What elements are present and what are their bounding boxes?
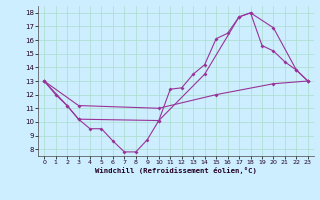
X-axis label: Windchill (Refroidissement éolien,°C): Windchill (Refroidissement éolien,°C) <box>95 167 257 174</box>
